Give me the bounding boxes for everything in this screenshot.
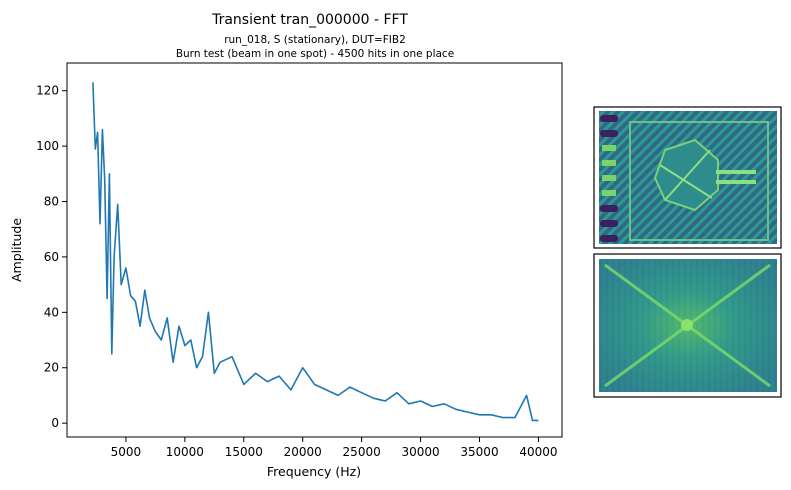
x-tick-label: 40000 bbox=[519, 445, 557, 459]
x-tick-label: 10000 bbox=[166, 445, 204, 459]
chart-title: Transient tran_000000 - FFT bbox=[211, 12, 408, 28]
y-tick-label: 40 bbox=[44, 305, 59, 319]
chart-subtitle-1: run_018, S (stationary), DUT=FIB2 bbox=[224, 34, 406, 46]
x-tick-label: 5000 bbox=[111, 445, 142, 459]
y-tick-label: 60 bbox=[44, 250, 59, 264]
plot-frame bbox=[66, 62, 563, 438]
fft-series-line bbox=[92, 82, 539, 422]
x-axis-ticks: 5000 10000 15000 20000 25000 30000 35000 40000 bbox=[111, 437, 558, 459]
y-tick-label: 120 bbox=[36, 84, 59, 98]
y-tick-label: 0 bbox=[51, 416, 59, 430]
x-tick-label: 25000 bbox=[343, 445, 381, 459]
x-tick-label: 35000 bbox=[460, 445, 498, 459]
y-axis-label: Amplitude bbox=[9, 218, 24, 282]
x-axis-label: Frequency (Hz) bbox=[267, 464, 361, 479]
x-tick-label: 20000 bbox=[284, 445, 322, 459]
y-axis-ticks: 0 20 40 60 80 100 120 bbox=[36, 84, 67, 430]
x-tick-label: 15000 bbox=[225, 445, 263, 459]
bottom-chip-thumbnail bbox=[593, 253, 782, 398]
top-chip-thumbnail bbox=[593, 106, 782, 249]
x-tick-label: 30000 bbox=[401, 445, 439, 459]
y-tick-label: 100 bbox=[36, 139, 59, 153]
y-tick-label: 20 bbox=[44, 361, 59, 375]
chart-subtitle-2: Burn test (beam in one spot) - 4500 hits… bbox=[176, 48, 454, 60]
y-tick-label: 80 bbox=[44, 195, 59, 209]
plot-area: 5000 10000 15000 20000 25000 30000 35000 40000 … bbox=[36, 62, 563, 459]
